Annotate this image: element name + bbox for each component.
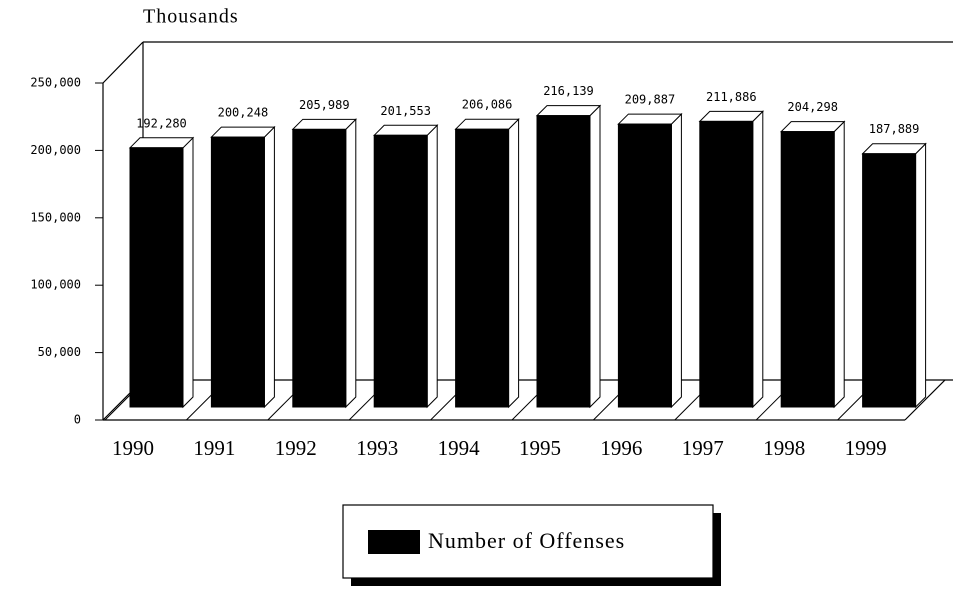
x-tick-label: 1992 [275,436,317,460]
bar-side [426,124,438,409]
x-tick-label: 1991 [193,436,235,460]
x-tick-label: 1990 [112,436,154,460]
bar-side [182,136,194,409]
x-tick-label: 1993 [356,436,398,460]
y-tick-label: 200,000 [30,143,81,157]
bar-top [128,137,195,149]
value-label: 209,887 [625,93,676,107]
value-label: 216,139 [543,84,594,98]
value-label: 206,086 [462,98,513,112]
bar [536,115,591,408]
bar [292,128,347,408]
bar-side [752,110,764,409]
bar-top [698,110,765,122]
y-tick-label: 50,000 [38,345,81,359]
bar [455,128,510,408]
legend-swatch [368,530,420,554]
y-axis-label: Thousands [143,6,239,28]
bar-side [589,104,601,409]
x-tick-label: 1997 [682,436,724,460]
bar [862,153,917,408]
value-label: 204,298 [787,100,838,114]
bar [373,134,428,408]
value-label: 205,989 [299,98,350,112]
bar [780,131,835,408]
bar-side [345,118,357,409]
bar [129,147,184,408]
bar-top [617,113,683,125]
bar [617,123,672,408]
value-label: 200,248 [218,106,269,120]
y-tick-label: 0 [74,413,81,427]
x-tick-label: 1996 [600,436,642,460]
y-tick-label: 100,000 [30,278,81,292]
bar-top [291,118,358,130]
bar-side [833,120,845,409]
bar-top [535,105,602,117]
bar-side [508,117,520,409]
bar [210,136,265,408]
legend-label: Number of Offenses [428,528,625,553]
x-tick-label: 1994 [438,436,481,460]
bar-side [670,112,682,409]
bar-side [915,142,927,409]
x-tick-label: 1998 [763,436,805,460]
value-label: 211,886 [706,90,757,104]
y-tick-label: 250,000 [30,76,81,90]
bar-top [779,121,846,133]
bar-top [210,126,276,138]
wall-edge [102,41,144,84]
bar [699,120,754,408]
bar-top [372,124,439,136]
value-label: 192,280 [136,116,187,130]
floor-right [904,379,946,421]
x-tick-label: 1995 [519,436,561,460]
x-tick-label: 1999 [845,436,887,460]
value-label: 201,553 [380,104,431,118]
bar-side [263,125,275,409]
bar-top [861,143,927,155]
value-label: 187,889 [869,122,920,136]
bar-top [454,118,520,130]
y-tick-label: 150,000 [30,210,81,224]
